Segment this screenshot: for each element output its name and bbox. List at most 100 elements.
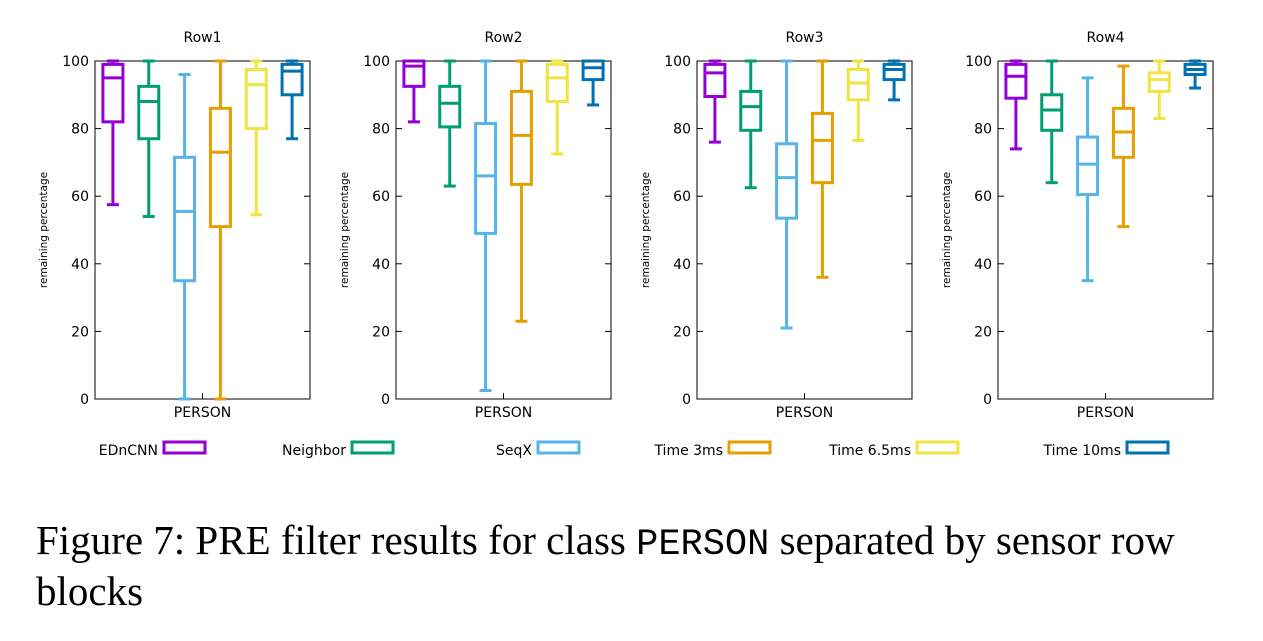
box-iqr	[173, 155, 197, 283]
x-axis-label: PERSON	[1077, 405, 1134, 421]
y-tick-label: 0	[381, 392, 390, 408]
box-time-6-5ms	[846, 59, 870, 142]
box-iqr	[101, 62, 125, 124]
chart-title: Row4	[1086, 30, 1124, 46]
caption-code: PERSON	[636, 524, 770, 566]
chart-panel-row4: Row4 0 20 40 60 80 100 remaining percentage PERS…	[941, 30, 1214, 421]
box-time-10ms	[882, 59, 906, 102]
y-tick-label: 0	[682, 392, 691, 408]
legend-item-edncnn: EDnCNN	[99, 440, 207, 459]
y-tick-label: 60	[673, 189, 691, 205]
box-iqr	[703, 62, 727, 98]
legend-label: Time 10ms	[1043, 443, 1121, 459]
legend-swatch	[162, 440, 207, 455]
y-axis-label: remaining percentage	[339, 172, 351, 288]
y-tick-label: 60	[71, 189, 89, 205]
y-axis-label: remaining percentage	[38, 172, 50, 288]
y-tick-label: 40	[71, 257, 89, 273]
legend-item-time-3ms: Time 3ms	[653, 440, 772, 459]
box-iqr	[474, 122, 498, 235]
y-tick-label: 80	[71, 122, 89, 138]
legend-label: EDnCNN	[99, 443, 158, 459]
box-iqr	[1040, 93, 1064, 132]
box-plot-figure: Row1 0 20 40 60 80 100 remaining percentage PERS…	[38, 30, 1214, 459]
box-neighbor	[137, 59, 161, 218]
chart-panel-row3: Row3 0 20 40 60 80 100 remaining percentage PERS…	[640, 30, 913, 421]
box-time-6-5ms	[1147, 59, 1171, 120]
legend: EDnCNN Neighbor SeqX Time 3ms Time 6.5ms Time…	[99, 440, 1170, 459]
y-tick-label: 60	[974, 189, 992, 205]
x-axis-label: PERSON	[776, 405, 833, 421]
legend-label: Neighbor	[282, 443, 346, 459]
box-seqx	[1076, 76, 1100, 283]
box-iqr	[244, 67, 268, 131]
y-tick-label: 20	[71, 324, 89, 340]
y-tick-label: 40	[974, 257, 992, 273]
legend-label: Time 6.5ms	[828, 443, 911, 459]
caption-prefix: Figure 7: PRE filter results for class	[36, 517, 626, 563]
legend-item-time-10ms: Time 10ms	[1043, 440, 1170, 459]
chart-title: Row1	[183, 30, 221, 46]
legend-label: Time 3ms	[653, 443, 723, 459]
box-iqr	[545, 62, 569, 104]
box-seqx	[474, 59, 498, 393]
y-axis-label: remaining percentage	[941, 172, 953, 288]
box-time-3ms	[208, 59, 232, 401]
legend-swatch	[350, 440, 395, 455]
box-time-10ms	[581, 59, 605, 107]
box-iqr	[509, 89, 533, 186]
legend-item-seqx: SeqX	[496, 440, 581, 459]
box-iqr	[810, 111, 834, 185]
box-edncnn	[402, 59, 426, 124]
legend-item-neighbor: Neighbor	[282, 440, 395, 459]
legend-label: SeqX	[496, 443, 532, 459]
box-iqr	[1076, 135, 1100, 197]
y-tick-label: 80	[372, 122, 390, 138]
y-tick-label: 100	[363, 54, 390, 70]
chart-title: Row2	[484, 30, 522, 46]
box-iqr	[581, 59, 605, 82]
box-iqr	[1004, 62, 1028, 100]
legend-swatch	[1125, 440, 1170, 455]
y-tick-label: 20	[673, 324, 691, 340]
legend-item-time-6-5ms: Time 6.5ms	[828, 440, 960, 459]
x-axis-label: PERSON	[475, 405, 532, 421]
y-tick-label: 40	[372, 257, 390, 273]
y-tick-label: 80	[673, 122, 691, 138]
chart-title: Row3	[785, 30, 823, 46]
y-tick-label: 60	[372, 189, 390, 205]
box-edncnn	[703, 59, 727, 144]
box-time-6-5ms	[244, 59, 268, 217]
box-neighbor	[739, 59, 763, 190]
legend-swatch	[536, 440, 581, 455]
y-axis-label: remaining percentage	[640, 172, 652, 288]
box-time-3ms	[810, 59, 834, 279]
y-tick-label: 100	[965, 54, 992, 70]
y-tick-label: 100	[62, 54, 89, 70]
box-time-3ms	[1111, 64, 1135, 229]
box-time-3ms	[509, 59, 533, 323]
y-tick-label: 20	[974, 324, 992, 340]
box-iqr	[1147, 71, 1171, 93]
y-tick-label: 0	[983, 392, 992, 408]
box-iqr	[438, 84, 462, 129]
y-tick-label: 0	[80, 392, 89, 408]
box-iqr	[846, 67, 870, 102]
legend-swatch	[727, 440, 772, 455]
box-iqr	[882, 62, 906, 82]
box-iqr	[280, 62, 304, 97]
caption-suffix: separated by sensor row blocks	[36, 517, 1175, 614]
box-edncnn	[101, 59, 125, 207]
legend-swatch	[915, 440, 960, 455]
box-iqr	[775, 142, 799, 220]
plot-frame	[94, 60, 311, 400]
box-iqr	[208, 106, 232, 229]
box-seqx	[775, 59, 799, 330]
box-neighbor	[438, 59, 462, 188]
x-axis-label: PERSON	[174, 405, 231, 421]
plot-frame	[696, 60, 913, 400]
y-tick-label: 20	[372, 324, 390, 340]
chart-panel-row2: Row2 0 20 40 60 80 100 remaining percentage PERS…	[339, 30, 612, 421]
plot-frame	[997, 60, 1214, 400]
y-tick-label: 80	[974, 122, 992, 138]
